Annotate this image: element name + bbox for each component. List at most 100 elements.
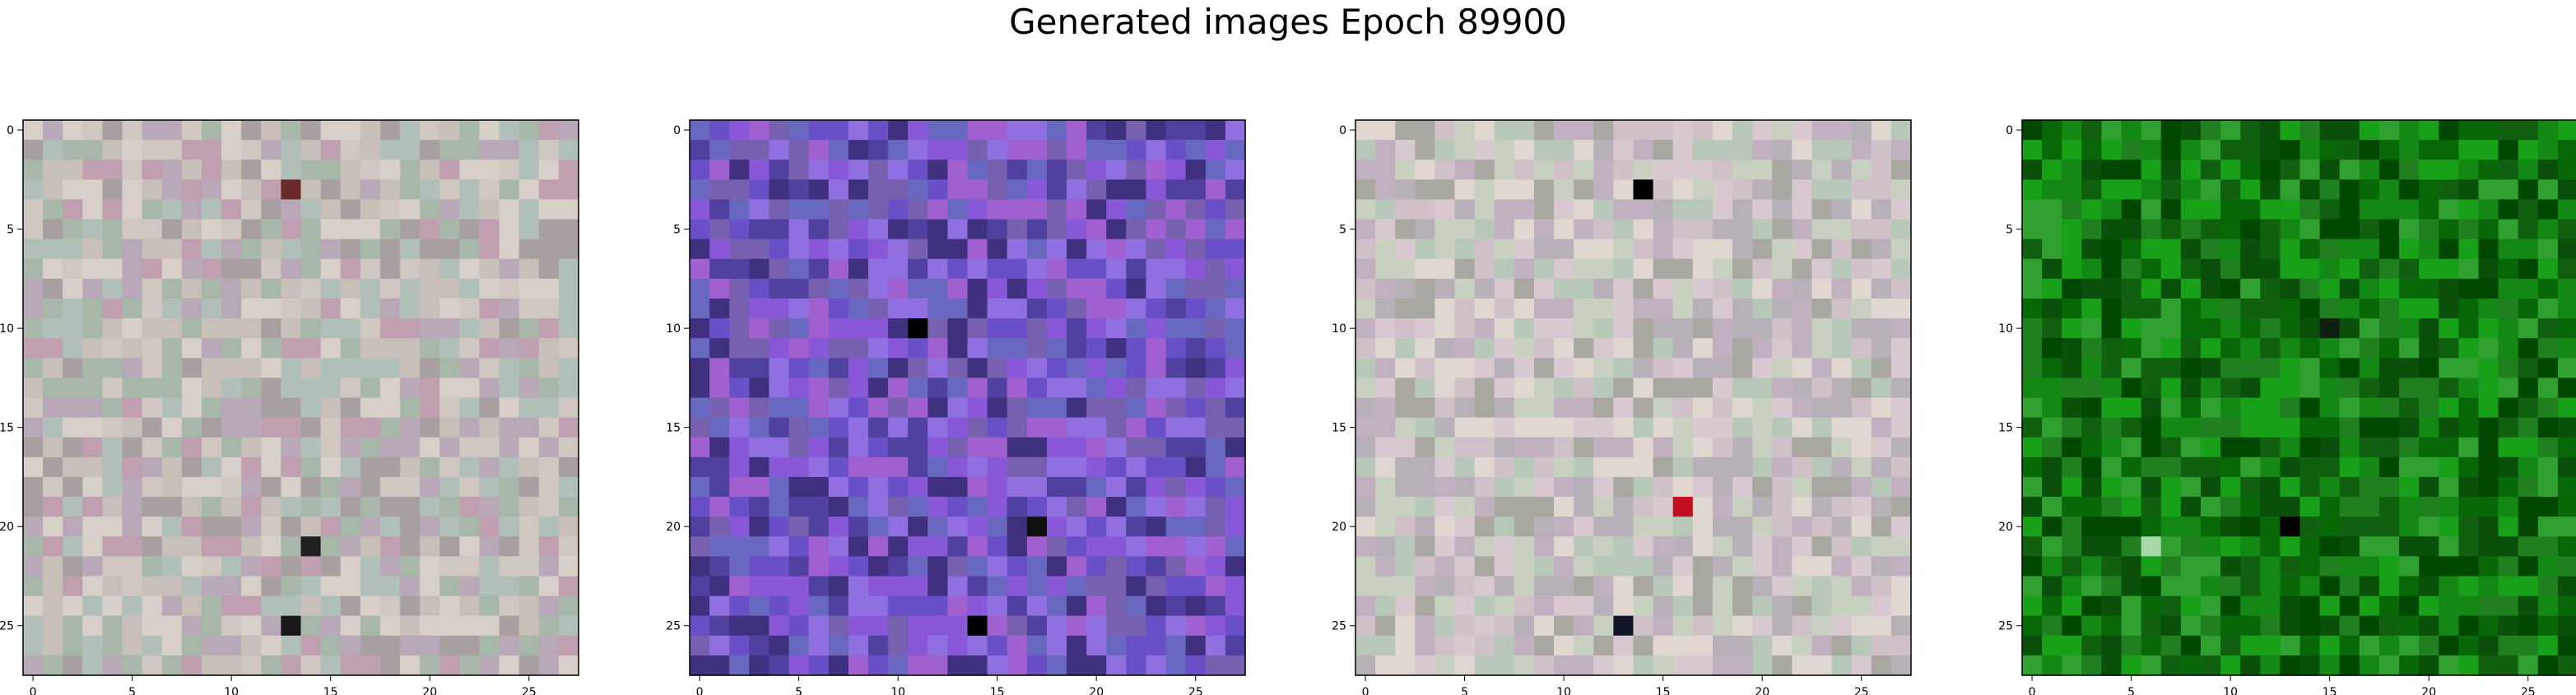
pixel-cell (142, 456, 163, 478)
pixel-cell (967, 456, 988, 478)
pixel-cell (1165, 199, 1187, 220)
pixel-cell (1026, 615, 1048, 637)
pixel-cell (142, 536, 163, 557)
pixel-cell (2062, 595, 2082, 617)
pixel-cell (2280, 298, 2301, 319)
axes-frame (22, 119, 579, 676)
pixel-cell (2299, 536, 2321, 557)
pixel-cell (888, 378, 909, 399)
pixel-cell (1165, 239, 1187, 260)
pixel-cell (122, 179, 143, 201)
pixel-cell (1474, 358, 1495, 378)
pixel-cell (1205, 179, 1226, 201)
pixel-cell (1593, 635, 1614, 656)
pixel-cell (1851, 497, 1872, 517)
pixel-cell (43, 239, 63, 260)
pixel-cell (2180, 456, 2202, 478)
pixel-cell (1395, 179, 1416, 201)
pixel-cell (439, 298, 460, 319)
pixel-cell (1494, 417, 1515, 438)
pixel-cell (379, 318, 401, 339)
pixel-cell (1205, 476, 1226, 498)
pixel-cell (2439, 517, 2459, 537)
pixel-cell (2022, 655, 2043, 676)
pixel-cell (281, 635, 302, 656)
pixel-cell (439, 378, 460, 399)
pixel-cell (1225, 397, 1246, 419)
pixel-cell (2518, 298, 2539, 319)
pixel-cell (142, 140, 163, 160)
y-tick-label: 15 (1332, 422, 1346, 435)
pixel-cell (1712, 120, 1733, 141)
pixel-cell (1106, 239, 1127, 260)
pixel-cell (1474, 278, 1495, 299)
pixel-cell (2280, 338, 2301, 359)
pixel-cell (1126, 556, 1147, 577)
pixel-cell (2537, 417, 2559, 438)
pixel-cell (848, 258, 869, 280)
pixel-cell (1831, 378, 1853, 399)
pixel-cell (2200, 576, 2221, 597)
pixel-cell (241, 338, 262, 359)
pixel-cell (161, 417, 183, 438)
pixel-cell (181, 120, 202, 141)
pixel-cell (1474, 378, 1495, 399)
pixel-cell (181, 655, 202, 676)
pixel-cell (808, 318, 830, 339)
pixel-cell (1007, 318, 1028, 339)
pixel-cell (2378, 517, 2400, 537)
pixel-cell (499, 258, 520, 280)
pixel-cell (729, 497, 750, 517)
pixel-cell (459, 219, 481, 240)
pixel-cell (2439, 160, 2459, 180)
pixel-cell (1692, 278, 1713, 299)
pixel-cell (2141, 595, 2162, 617)
pixel-cell (261, 536, 281, 557)
pixel-cell (2299, 298, 2321, 319)
pixel-cell (1434, 497, 1456, 517)
pixel-cell (420, 239, 440, 260)
pixel-cell (261, 517, 281, 537)
pixel-cell (2280, 179, 2301, 201)
pixel-cell (2101, 476, 2123, 498)
pixel-cell (2260, 576, 2281, 597)
pixel-cell (1633, 417, 1654, 438)
pixel-cell (2498, 476, 2519, 498)
pixel-cell (2160, 397, 2182, 419)
pixel-cell (1533, 219, 1555, 240)
pixel-cell (459, 497, 481, 517)
pixel-cell (1653, 417, 1674, 438)
pixel-cell (201, 517, 222, 537)
x-tick-label: 25 (1188, 686, 1203, 695)
pixel-cell (1185, 278, 1207, 299)
pixel-cell (828, 397, 849, 419)
pixel-cell (142, 378, 163, 399)
pixel-cell (2101, 417, 2123, 438)
pixel-cell (2260, 517, 2281, 537)
pixel-cell (1067, 536, 1087, 557)
pixel-cell (2498, 358, 2519, 378)
pixel-cell (2378, 298, 2400, 319)
pixel-cell (1106, 298, 1127, 319)
pixel-cell (1185, 397, 1207, 419)
pixel-cell (888, 497, 909, 517)
pixel-cell (1633, 219, 1654, 240)
pixel-cell (1772, 576, 1793, 597)
pixel-cell (420, 536, 440, 557)
pixel-cell (2200, 278, 2221, 299)
pixel-cell (2319, 199, 2341, 220)
pixel-cell (1613, 358, 1634, 378)
pixel-cell (1653, 338, 1674, 359)
pixel-cell (808, 456, 830, 478)
pixel-cell (2240, 576, 2261, 597)
pixel-cell (479, 318, 500, 339)
pixel-cell (102, 298, 123, 319)
pixel-cell (379, 298, 401, 319)
pixel-cell (221, 595, 242, 617)
pixel-cell (987, 556, 1008, 577)
pixel-cell (1007, 397, 1028, 419)
pixel-cell (1772, 437, 1793, 458)
pixel-cell (2220, 278, 2241, 299)
pixel-cell (1533, 378, 1555, 399)
pixel-cell (1474, 120, 1495, 141)
